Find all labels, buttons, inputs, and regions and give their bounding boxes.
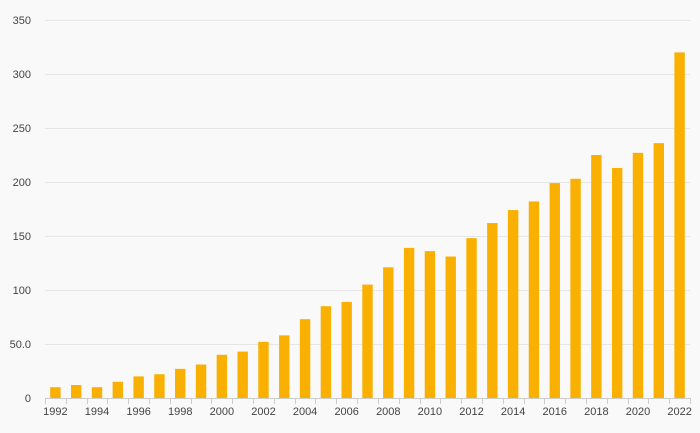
bar-2022 <box>674 52 685 399</box>
bar-2003 <box>279 335 290 398</box>
x-tick-label: 1994 <box>85 406 109 418</box>
y-tick-label: 0 <box>25 393 31 405</box>
bar-1995 <box>112 381 124 398</box>
y-tick-label: 50.0 <box>10 339 31 351</box>
bar-2010 <box>424 251 436 398</box>
bar-2018 <box>591 155 602 398</box>
bar-2017 <box>570 178 581 398</box>
x-tick-label: 2006 <box>334 406 358 418</box>
bar-2011 <box>445 256 456 398</box>
bar-2007 <box>362 284 373 398</box>
x-tick-label: 2000 <box>210 406 234 418</box>
bar-2008 <box>383 267 394 398</box>
bar-2015 <box>528 201 540 398</box>
bar-1999 <box>195 364 207 398</box>
bar-2009 <box>403 247 415 398</box>
bar-1998 <box>175 368 186 398</box>
bar-2000 <box>216 354 228 398</box>
bar-2019 <box>611 167 623 398</box>
y-tick-label: 100 <box>13 285 31 297</box>
bar-2006 <box>341 301 352 398</box>
x-tick-label: 2014 <box>501 406 525 418</box>
bar-2016 <box>549 183 560 398</box>
x-tick-label: 2008 <box>376 406 400 418</box>
x-tick-label: 1998 <box>168 406 192 418</box>
x-axis-labels: 1992 1994 1996 1998 2000 2002 2004 2006 2008 2010… <box>43 406 692 418</box>
x-tick-label: 2018 <box>584 406 608 418</box>
bar-1993 <box>71 385 82 398</box>
bar-2021 <box>653 143 664 398</box>
x-tick-label: 2012 <box>459 406 483 418</box>
bar-2005 <box>320 306 332 398</box>
bar-1997 <box>154 374 165 398</box>
bar-1996 <box>133 376 144 398</box>
x-tick-label: 1992 <box>43 406 67 418</box>
x-tick-label: 2016 <box>543 406 567 418</box>
bars <box>50 52 685 399</box>
x-tick-label: 2010 <box>418 406 442 418</box>
bar-2004 <box>299 319 311 398</box>
gridlines <box>45 20 690 345</box>
y-tick-label: 300 <box>13 69 31 81</box>
bar-1994 <box>91 387 103 398</box>
x-tick-label: 2022 <box>667 406 691 418</box>
y-tick-label: 200 <box>13 177 31 189</box>
y-tick-label: 150 <box>13 231 31 243</box>
bar-2013 <box>487 223 498 398</box>
x-tick-label: 2002 <box>251 406 275 418</box>
bar-2012 <box>466 238 477 398</box>
x-tick-label: 1996 <box>126 406 150 418</box>
bar-2014 <box>507 210 519 398</box>
x-tick-label: 2004 <box>293 406 317 418</box>
y-axis-labels: 0 50.0 100 150 200 250 300 350 <box>10 15 31 405</box>
y-tick-label: 350 <box>13 15 31 27</box>
y-tick-label: 250 <box>13 123 31 135</box>
bar-2020 <box>632 152 644 398</box>
bar-2001 <box>237 351 248 398</box>
bar-1992 <box>50 387 61 398</box>
x-tick-label: 2020 <box>626 406 650 418</box>
bar-2002 <box>258 341 269 398</box>
x-axis <box>45 398 691 404</box>
